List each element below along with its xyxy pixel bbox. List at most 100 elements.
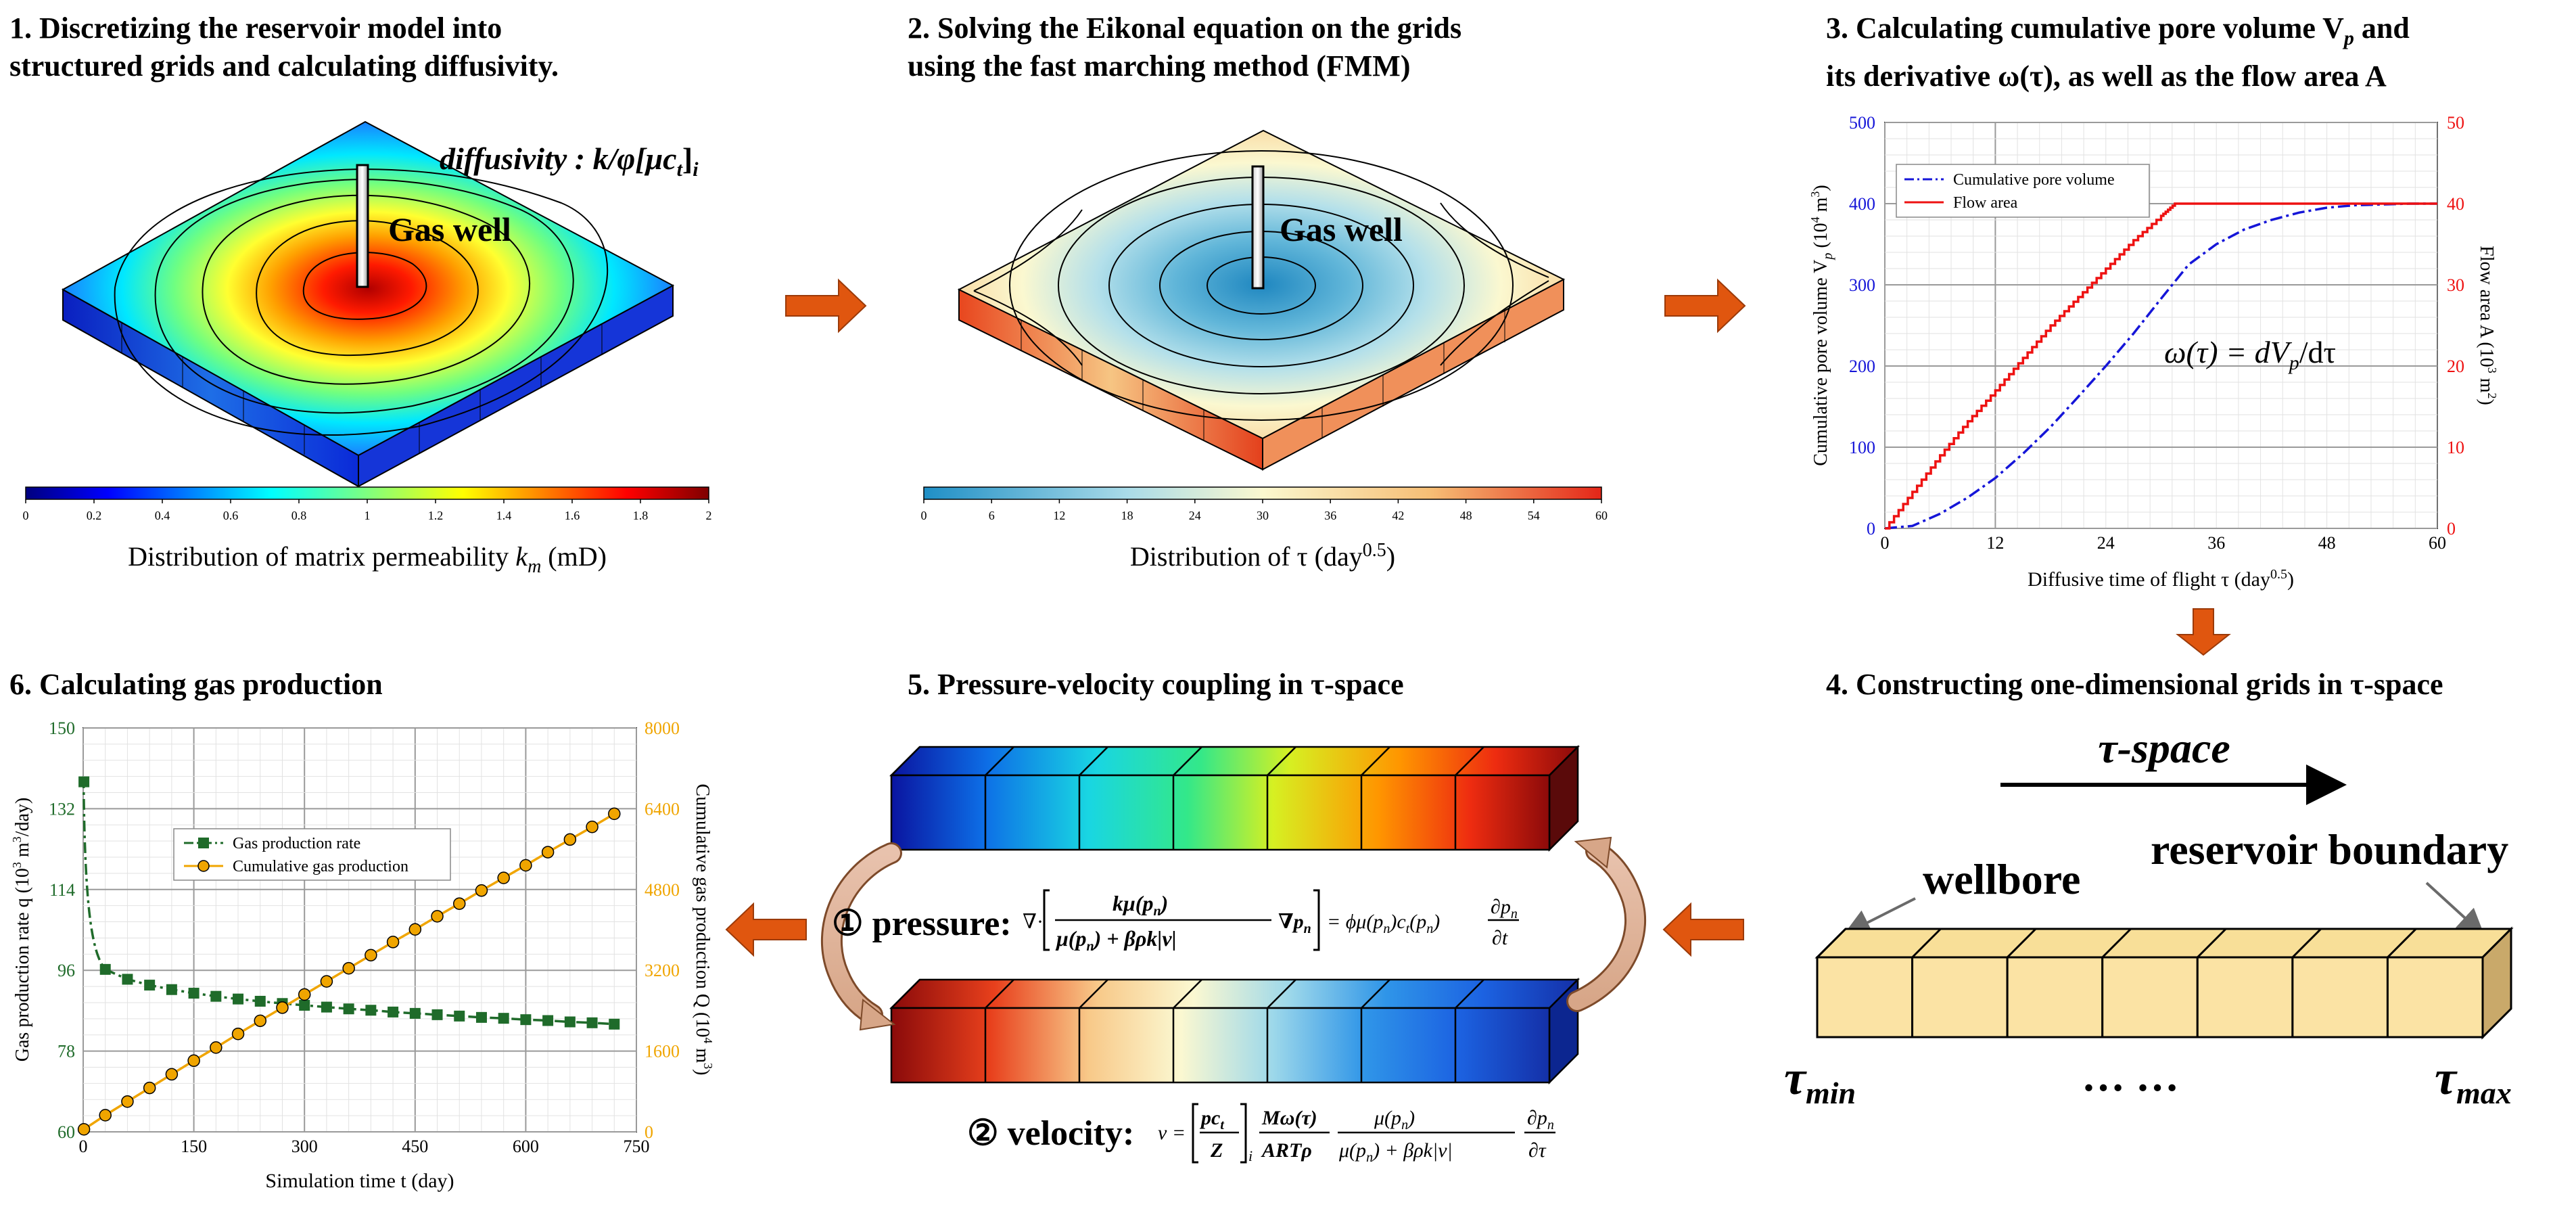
permeability-contours: [114, 168, 609, 436]
gas-rate-point-11: [321, 1001, 332, 1013]
series-flow-area: [1885, 202, 2437, 530]
permeability-side-lines: [121, 323, 603, 455]
cum-gas-point-17: [452, 897, 466, 910]
gp-ytick-left-1: 78: [57, 1042, 75, 1061]
velocity-bar-front-face: [890, 1007, 1551, 1084]
fa-ylabel-unit: m: [2476, 373, 2497, 393]
perm-contour-3: [154, 179, 574, 414]
velocity-bar-top-divider-2: [1079, 979, 1108, 1009]
cum-gas-point-9: [276, 1001, 289, 1014]
perm-colorbar-tick-label-6: 1.2: [428, 509, 444, 522]
gas-rate-point-6: [210, 990, 222, 1002]
panel5-title: 5. Pressure-velocity coupling in τ-space: [908, 666, 1404, 704]
gas-production-series: [77, 776, 621, 1136]
pressure-bar-top-divider-7: [1549, 746, 1578, 776]
pressure-bar-top-face: [889, 746, 1580, 777]
tau-space-label: τ-space: [2098, 724, 2230, 772]
eq-v-dtau: ∂τ: [1528, 1139, 1547, 1162]
grid1d-cell-1: [1911, 956, 2009, 1038]
gas-rate-point-1: [99, 963, 111, 975]
pressure-bar-top-divider-5: [1361, 746, 1390, 776]
velocity-grid-bar: [889, 977, 1580, 1085]
panel5-title-text: 5. Pressure-velocity coupling in τ-space: [908, 668, 1404, 701]
panel2-gas-well-icon: [1251, 165, 1265, 290]
tau-min-label: τmin: [1784, 1051, 1856, 1110]
gas-rate-point-15: [409, 1007, 421, 1019]
pore-volume-ylabel-left: Cumulative pore volume Vp (104 m3): [1808, 185, 1835, 466]
pv-ylabel-sub: p: [1821, 253, 1835, 261]
perm-colorbar-tick-label-9: 1.8: [633, 509, 649, 522]
pv-ytick-right-2: 20: [2447, 357, 2464, 376]
gas-rate-point-16: [431, 1009, 443, 1020]
pv-ytick-left-5: 500: [1849, 113, 1875, 133]
tau-max-label: τmax: [2435, 1051, 2512, 1110]
pressure-bar-top-divider-2: [1079, 746, 1108, 776]
gas-production-chart: 0 150 300 450 600 750 60 78 96 114 132 150 0 1600 3200…: [10, 718, 715, 1192]
reservoir-boundary-pointer-arrow: [2425, 882, 2485, 936]
velocity-bar-top-divider-1: [985, 979, 1014, 1009]
eq-p-grad: ∇pn: [1278, 911, 1311, 936]
gp-xtick-1: 150: [181, 1137, 207, 1156]
panel1-title-line2: structured grids and calculating diffusi…: [9, 49, 559, 83]
cum-gas-point-24: [608, 807, 621, 821]
grid1d-top-divider-2: [2007, 928, 2037, 959]
pressure-bar-top-divider-6: [1455, 746, 1484, 776]
cg-ylabel-text: Cumulative gas production Q (10: [692, 784, 713, 1038]
pv-ylabel-unit: (10: [1810, 223, 1831, 252]
gas-rate-point-5: [188, 988, 200, 999]
pv-xtick-4: 48: [2318, 533, 2336, 553]
eq-p-dt: ∂t: [1492, 927, 1508, 949]
tau-caption-sup: 0.5: [1363, 540, 1386, 561]
cum-gas-point-13: [365, 949, 377, 962]
perm-colorbar-tick-label-0: 0: [23, 509, 29, 522]
velocity-bar-top-divider-6: [1455, 979, 1484, 1009]
tau-max-symbol: τ: [2435, 1051, 2458, 1105]
gp-ytick-right-4: 6400: [645, 799, 680, 819]
pressure-bar-top-divider-0: [891, 746, 920, 776]
eq-v-sub-i: i: [1248, 1147, 1252, 1164]
pv-ytick-right-4: 40: [2447, 194, 2464, 214]
gp-ytick-right-2: 3200: [645, 961, 680, 980]
perm-contour-5: [302, 252, 427, 320]
arrow-panel5-to-panel6: [725, 902, 807, 957]
legend-cum-gas-label: Cumulative gas production: [233, 858, 408, 875]
panel1-gas-well-label: Gas well: [388, 210, 511, 248]
grid1d-top-divider-4: [2197, 928, 2227, 959]
cum-gas-point-2: [121, 1095, 134, 1108]
grid-ellipsis: … …: [2082, 1052, 2179, 1100]
tau-colorbar-ticks: 0 6 12 18 24 30 36 42 48 54 60: [921, 499, 1608, 522]
gas-well-icon: [356, 164, 369, 288]
grid1d-cell-5: [2291, 956, 2389, 1038]
pore-volume-series: [1884, 202, 2437, 530]
cum-gas-point-12: [342, 961, 355, 975]
panel2-title-line1: 2. Solving the Eikonal equation on the g…: [908, 12, 1462, 45]
gas-rate-point-24: [609, 1018, 620, 1030]
perm-colorbar-tick-label-10: 2: [706, 509, 712, 522]
velocity-equation: v = pct Z i Mω(τ) ARTρ μ(pn) μ(pn) + βρk…: [1158, 1103, 1555, 1165]
eq-p-dpn: ∂pn: [1491, 896, 1518, 921]
legend-gas-rate-marker: [198, 838, 209, 848]
tau-colorbar-tick-label-3: 18: [1121, 509, 1133, 522]
cum-gas-point-19: [497, 871, 510, 884]
gas-rate-point-21: [542, 1015, 554, 1026]
cg-ylabel-sup: 4: [701, 1037, 715, 1043]
perm-colorbar-tick-label-1: 0.2: [87, 509, 102, 522]
gas-rate-point-2: [122, 974, 133, 985]
gas-rate-point-4: [166, 984, 177, 995]
permeability-reservoir-3d: Gas well diffusivity : k/φ[μct]i: [61, 120, 699, 488]
arrow-panel3-to-panel4: [2176, 608, 2231, 656]
grid1d-cell-2: [2006, 956, 2104, 1038]
gp-ylabel-sup: 3: [10, 862, 24, 868]
omega-annotation-text: ω(τ) = dV: [2164, 335, 2293, 369]
pv-ytick-right-3: 30: [2447, 275, 2464, 295]
pore-volume-grid: [1884, 122, 2438, 529]
grid1d-cell-4: [2196, 956, 2294, 1038]
gp-ytick-left-3: 114: [49, 880, 75, 900]
cum-gas-point-8: [254, 1014, 267, 1028]
perm-caption-var: k: [515, 541, 528, 572]
velocity-label: ② velocity:: [967, 1114, 1134, 1153]
coupling-arc-right: [1568, 842, 1645, 1010]
omega-annotation: ω(τ) = dVp/dτ: [2164, 335, 2336, 374]
omega-annotation-end: /dτ: [2299, 335, 2336, 369]
